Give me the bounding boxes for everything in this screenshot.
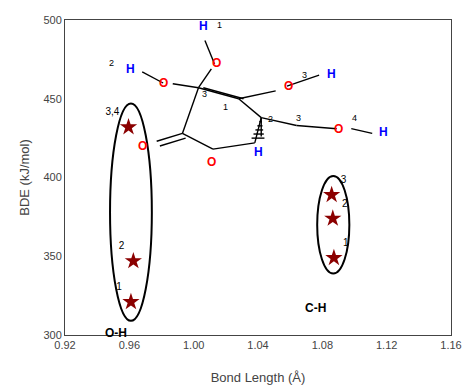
svg-text:O: O	[334, 122, 343, 136]
svg-text:300: 300	[43, 329, 61, 341]
svg-text:C-H: C-H	[305, 301, 326, 315]
svg-text:1.04: 1.04	[247, 339, 268, 351]
svg-text:H: H	[254, 145, 263, 159]
svg-text:H: H	[199, 19, 208, 33]
svg-text:H: H	[126, 62, 135, 76]
svg-text:3: 3	[341, 174, 347, 185]
svg-text:O: O	[138, 139, 147, 153]
svg-text:O-H: O-H	[105, 326, 127, 340]
svg-text:2: 2	[268, 114, 273, 124]
svg-text:2: 2	[342, 198, 348, 209]
svg-text:2: 2	[119, 240, 125, 251]
svg-text:3: 3	[202, 89, 207, 99]
svg-text:1.12: 1.12	[376, 339, 397, 351]
svg-text:1: 1	[343, 237, 349, 248]
svg-text:1.08: 1.08	[312, 339, 333, 351]
svg-text:H: H	[327, 67, 336, 81]
svg-text:BDE (kJ/mol): BDE (kJ/mol)	[17, 139, 32, 216]
svg-text:350: 350	[43, 250, 61, 262]
svg-text:1: 1	[217, 20, 222, 30]
svg-text:1: 1	[116, 281, 122, 292]
svg-text:450: 450	[43, 93, 61, 105]
svg-text:Bond Length (Å): Bond Length (Å)	[211, 370, 306, 385]
svg-text:400: 400	[43, 171, 61, 183]
svg-text:1.00: 1.00	[183, 339, 204, 351]
svg-text:1.16: 1.16	[440, 339, 461, 351]
svg-text:0.92: 0.92	[54, 339, 75, 351]
svg-text:H: H	[379, 125, 388, 139]
svg-text:3: 3	[302, 70, 307, 80]
svg-text:3: 3	[296, 113, 301, 123]
svg-text:1: 1	[223, 102, 228, 112]
svg-text:O: O	[212, 56, 221, 70]
svg-text:O: O	[284, 79, 293, 93]
svg-text:2: 2	[109, 58, 114, 68]
svg-text:4: 4	[352, 113, 357, 123]
svg-text:3,4: 3,4	[105, 106, 119, 117]
svg-text:O: O	[159, 76, 168, 90]
svg-text:500: 500	[43, 14, 61, 26]
svg-text:O: O	[207, 155, 216, 169]
svg-text:0.96: 0.96	[119, 339, 140, 351]
